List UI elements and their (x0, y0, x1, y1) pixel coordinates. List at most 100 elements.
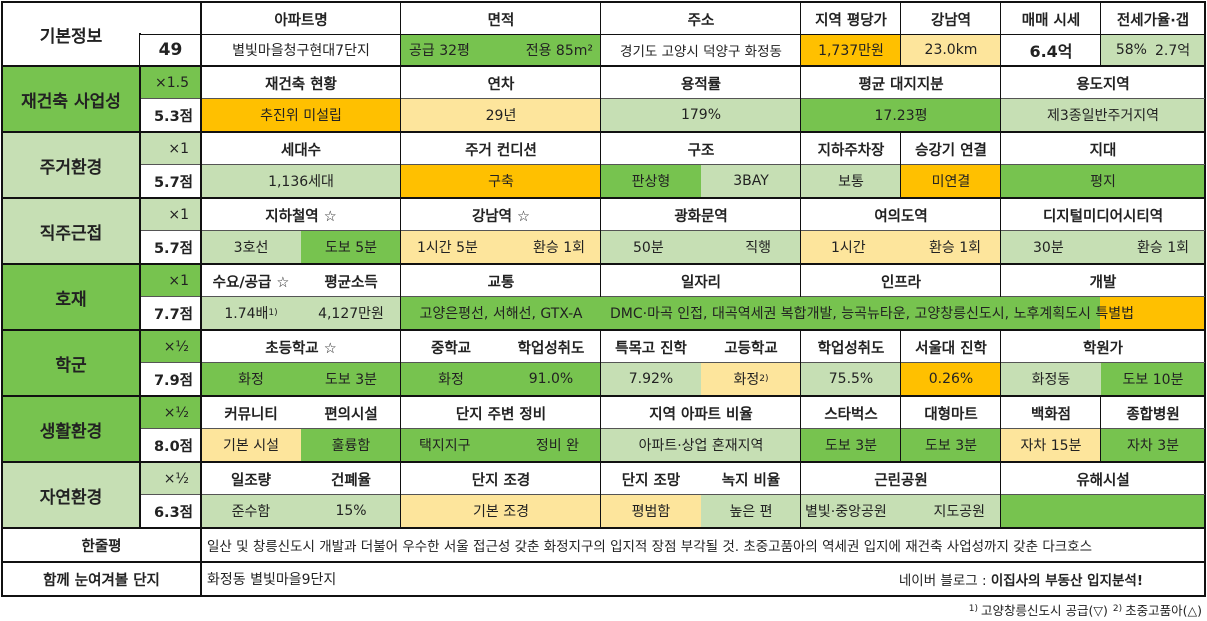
summary-text: 일산 및 창릉신도시 개발과 더불어 우수한 서울 접근성 갖춘 화정지구의 입… (201, 529, 1205, 561)
zoning: 제3종일반주거지역 (1001, 99, 1205, 131)
supply-demand: 1.74배 1) (201, 297, 301, 329)
header-subway: 지하철역 ☆ (201, 199, 401, 231)
supply-demand-value: 1.74배 (224, 306, 269, 322)
header-pyeong-price: 지역 평당가 (801, 3, 901, 35)
header-starbucks: 스타벅스 (801, 397, 901, 429)
header-sunlight: 일조량 (201, 463, 301, 495)
related-complex: 화정동 별빛마을9단지 (201, 563, 801, 595)
header-surround: 단지 주변 정비 (401, 397, 601, 429)
development-label: 호재 (2, 265, 140, 329)
jeonse-rate: 58% (1115, 42, 1147, 58)
header-sale-price: 매매 시세 (1001, 3, 1101, 35)
harmful-facilities (1001, 495, 1205, 527)
header-high: 고등학교 (701, 331, 801, 363)
header-area: 면적 (401, 3, 601, 35)
header-dmc: 디지털미디어시티역 (1001, 199, 1205, 231)
footnote: 1) 고양창릉신도시 공급(▽) 2) 초중고품아(△) (880, 600, 1202, 618)
listing-number: 49 (140, 35, 201, 65)
address: 경기도 고양시 덕양구 화정동 (601, 35, 801, 65)
blog-credit: 네이버 블로그 : 이집사의 부동산 입지분석! (801, 563, 1205, 595)
footnote-2-text: 초중고품아(△) (1125, 602, 1202, 618)
life-multiplier: ×½ (140, 397, 201, 429)
surround-cell: 택지지구 정비 완 (401, 429, 601, 461)
footnote-1-text: 고양창릉신도시 공급(▽) (981, 602, 1108, 618)
high-school-value: 화정 (733, 372, 760, 388)
park-b: 지도공원 (933, 504, 985, 520)
development-multiplier: ×1 (140, 265, 201, 297)
life-label: 생활환경 (2, 397, 140, 461)
header-green-ratio: 녹지 비율 (701, 463, 801, 495)
area-exclusive: 전용 85m² (525, 43, 593, 59)
living-score: 5.7점 (140, 165, 201, 197)
header-dev: 개발 (1001, 265, 1205, 297)
header-income: 평균소득 (301, 265, 401, 297)
gangnam-time: 1시간 5분 (417, 240, 478, 256)
header-zoning: 용도지역 (1001, 67, 1205, 99)
life-score: 8.0점 (140, 429, 201, 461)
surround-status: 정비 완 (535, 438, 579, 454)
header-convenience: 편의시설 (301, 397, 401, 429)
header-academy: 학원가 (1001, 331, 1205, 363)
coverage-ratio: 15% (301, 495, 401, 527)
gangnam-distance: 23.0km (901, 35, 1001, 65)
commute-label: 직주근접 (2, 199, 140, 263)
header-hospital: 종합병원 (1101, 397, 1205, 429)
subway-line: 3호선 (201, 231, 301, 263)
header-gangnam-commute: 강남역 ☆ (401, 199, 601, 231)
green-ratio: 높은 편 (701, 495, 801, 527)
apt-ratio: 아파트·상업 혼재지역 (601, 429, 801, 461)
header-apt-name: 아파트명 (201, 3, 401, 35)
rebuild-score: 5.3점 (140, 99, 201, 131)
header-coverage: 건폐율 (301, 463, 401, 495)
subway-walk: 도보 5분 (301, 231, 401, 263)
blog-name: 이집사의 부동산 입지분석! (990, 573, 1143, 589)
landscape: 기본 조경 (401, 495, 601, 527)
header-age: 연차 (401, 67, 601, 99)
jeonse-cell: 58% 2.7억 (1101, 35, 1205, 65)
academy-area: 화정동 (1001, 363, 1101, 395)
structure-type: 판상형 (601, 165, 701, 197)
header-elementary: 초등학교 ☆ (201, 331, 401, 363)
header-gangnam-distance: 강남역 (901, 3, 1001, 35)
header-far: 용적률 (601, 67, 801, 99)
header-yeouido: 여의도역 (801, 199, 1001, 231)
sale-price: 6.4억 (1001, 35, 1101, 65)
traffic-projects: 고양은평선, 서해선, GTX-A (401, 297, 601, 329)
header-community: 커뮤니티 (201, 397, 301, 429)
nature-score: 6.3점 (140, 495, 201, 527)
header-elevator: 승강기 연결 (901, 133, 1001, 165)
pyeong-price: 1,737만원 (801, 35, 901, 65)
mart: 도보 3분 (901, 429, 1001, 461)
gwanghwamun-transfer: 직행 (745, 240, 771, 256)
header-terrain: 지대 (1001, 133, 1205, 165)
header-special-hs: 특목고 진학 (601, 331, 701, 363)
average-income: 4,127만원 (301, 297, 401, 329)
header-jeonse: 전세가율·갭 (1101, 3, 1205, 35)
header-parking: 지하주차장 (801, 133, 901, 165)
header-condition: 주거 컨디션 (401, 133, 601, 165)
dmc-time: 30분 (1033, 240, 1064, 256)
header-park: 근린공원 (801, 463, 1001, 495)
commute-multiplier: ×1 (140, 199, 201, 231)
yeouido-commute: 1시간 환승 1회 (801, 231, 1001, 263)
header-high-achievement: 학업성취도 (801, 331, 901, 363)
apt-name: 별빛마을청구현대7단지 (201, 35, 401, 65)
gangnam-commute: 1시간 5분 환승 1회 (401, 231, 601, 263)
basic-info-label: 기본정보 (2, 3, 140, 65)
special-hs-rate: 7.92% (601, 363, 701, 395)
elevator: 미연결 (901, 165, 1001, 197)
header-landscape: 단지 조경 (401, 463, 601, 495)
gwanghwamun-commute: 50분 직행 (601, 231, 801, 263)
parking: 보통 (801, 165, 901, 197)
nature-label: 자연환경 (2, 463, 140, 527)
living-label: 주거환경 (2, 133, 140, 197)
header-address: 주소 (601, 3, 801, 35)
header-apt-ratio: 지역 아파트 비율 (601, 397, 801, 429)
elementary-school: 화정 (201, 363, 301, 395)
yeouido-time: 1시간 (831, 240, 866, 256)
header-rebuild-status: 재건축 현황 (201, 67, 401, 99)
dmc-transfer: 환승 1회 (1137, 240, 1189, 256)
elementary-walk: 도보 3분 (301, 363, 401, 395)
header-households: 세대수 (201, 133, 401, 165)
header-infra: 인프라 (801, 265, 1001, 297)
